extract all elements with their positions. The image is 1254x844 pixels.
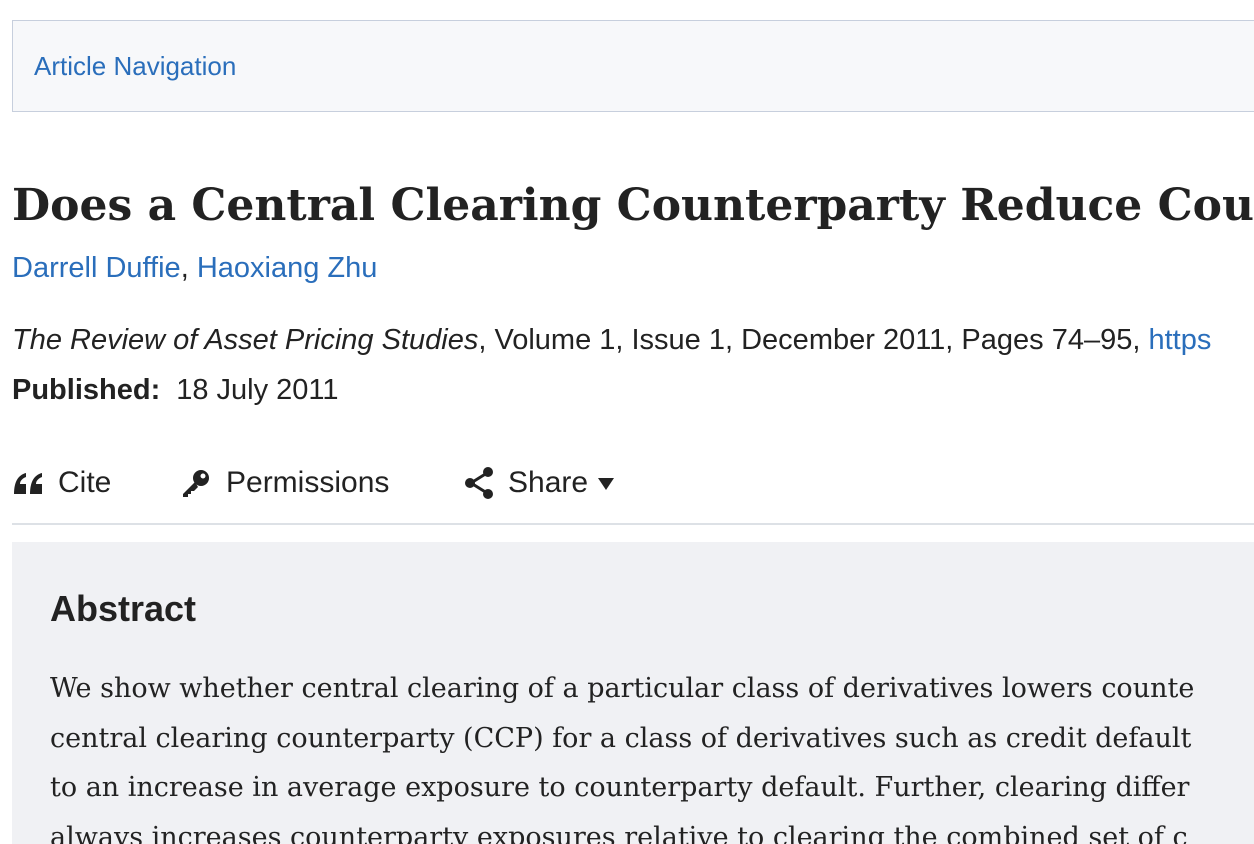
share-button[interactable]: Share: [464, 466, 616, 500]
key-icon: [183, 470, 209, 497]
author-separator: ,: [180, 252, 197, 284]
published: Published: 18 July 2011: [12, 374, 339, 407]
article-navigation[interactable]: Article Navigation: [12, 20, 1254, 112]
abstract-line: central clearing counterparty (CCP) for …: [50, 722, 1192, 754]
cite-label[interactable]: Cite: [58, 466, 112, 499]
abstract-line: to an increase in average exposure to co…: [50, 772, 1190, 803]
abstract-text: We show whether central clearing of a pa…: [50, 664, 1194, 844]
citation-details: , Volume 1, Issue 1, December 2011, Page…: [478, 324, 1149, 356]
doi-link[interactable]: https: [1148, 324, 1212, 356]
abstract-line: We show whether central clearing of a pa…: [50, 673, 1195, 704]
dropdown-arrow[interactable]: [596, 475, 616, 491]
abstract-section: Abstract We show whether central clearin…: [12, 542, 1254, 844]
journal-name: The Review of Asset Pricing Studies: [12, 324, 479, 356]
author-link[interactable]: Haoxiang Zhu: [196, 252, 378, 284]
abstract-heading: Abstract: [50, 588, 197, 629]
author-link[interactable]: Darrell Duffie: [12, 252, 181, 284]
published-label: Published:: [12, 374, 161, 406]
permissions-label[interactable]: Permissions: [226, 466, 390, 499]
share-icon: [465, 467, 493, 499]
quote-icon: [14, 473, 42, 494]
article-title: Does a Central Clearing Counterparty Red…: [12, 180, 1254, 231]
cite-button[interactable]: Cite: [12, 466, 111, 500]
nav-label[interactable]: Article Navigation: [34, 51, 237, 81]
share-label[interactable]: Share: [508, 466, 589, 499]
abstract-line: always increases counterparty exposures …: [50, 821, 1188, 844]
authors: Darrell Duffie, Haoxiang Zhu: [12, 252, 377, 285]
divider: [12, 523, 1254, 525]
permissions-button[interactable]: Permissions: [180, 466, 389, 500]
published-date: 18 July 2011: [176, 374, 339, 406]
citation: The Review of Asset Pricing Studies, Vol…: [12, 324, 1211, 357]
